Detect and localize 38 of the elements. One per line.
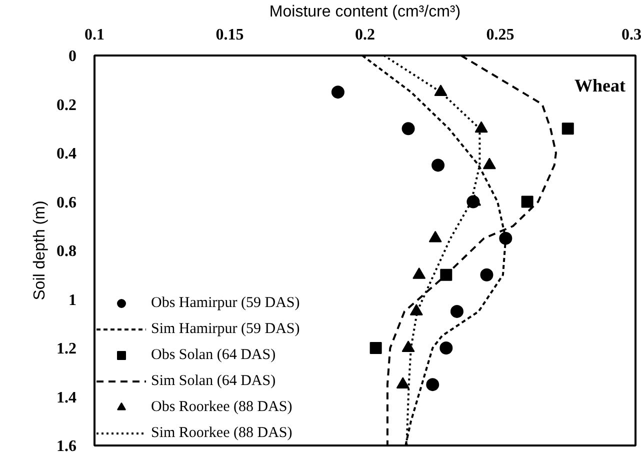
point	[331, 86, 344, 99]
y-tick-label: 0.2	[56, 96, 76, 114]
legend-label: Sim Hamirpur (59 DAS)	[151, 320, 300, 338]
point	[432, 158, 445, 172]
y-tick-label: 1.6	[56, 438, 76, 455]
y-tick-label: 1.4	[56, 389, 76, 406]
y-tick-label: 0	[68, 48, 76, 65]
legend-label: Obs Roorkee (88 DAS)	[151, 398, 292, 416]
legend-label: Obs Hamirpur (59 DAS)	[151, 294, 300, 312]
x-axis-title: Moisture content (cm³/cm³)	[269, 4, 461, 20]
point	[396, 377, 410, 389]
legend-label: Sim Roorkee (88 DAS)	[151, 424, 292, 442]
point	[402, 122, 415, 136]
y-tick-label: 1.2	[56, 340, 76, 358]
annotation: Wheat	[574, 76, 626, 96]
point	[402, 340, 415, 352]
point	[440, 342, 453, 354]
x-tick-label: 0.2	[355, 26, 375, 44]
legend-label: Obs Solan (64 DAS)	[151, 346, 276, 364]
point	[440, 268, 452, 281]
x-tick-label: 0.3	[622, 26, 641, 44]
y-axis-title: Soil depth (m)	[32, 200, 48, 300]
y-tick-label: 0.6	[56, 194, 76, 212]
legend-label: Sim Solan (64 DAS)	[151, 372, 276, 390]
x-tick-label: 0.15	[216, 26, 244, 44]
point	[521, 196, 534, 208]
point	[480, 268, 494, 282]
point	[562, 122, 574, 135]
y-tick-label: 0.4	[56, 146, 76, 162]
point	[410, 304, 423, 316]
y-tick-label: 0.8	[56, 243, 76, 260]
point	[499, 232, 512, 245]
point	[450, 304, 464, 318]
x-tick-label: 0.1	[84, 26, 104, 44]
point	[370, 342, 382, 354]
x-tick-label: 0.25	[486, 26, 514, 44]
y-tick-label: 1	[68, 292, 76, 309]
point	[426, 378, 440, 392]
